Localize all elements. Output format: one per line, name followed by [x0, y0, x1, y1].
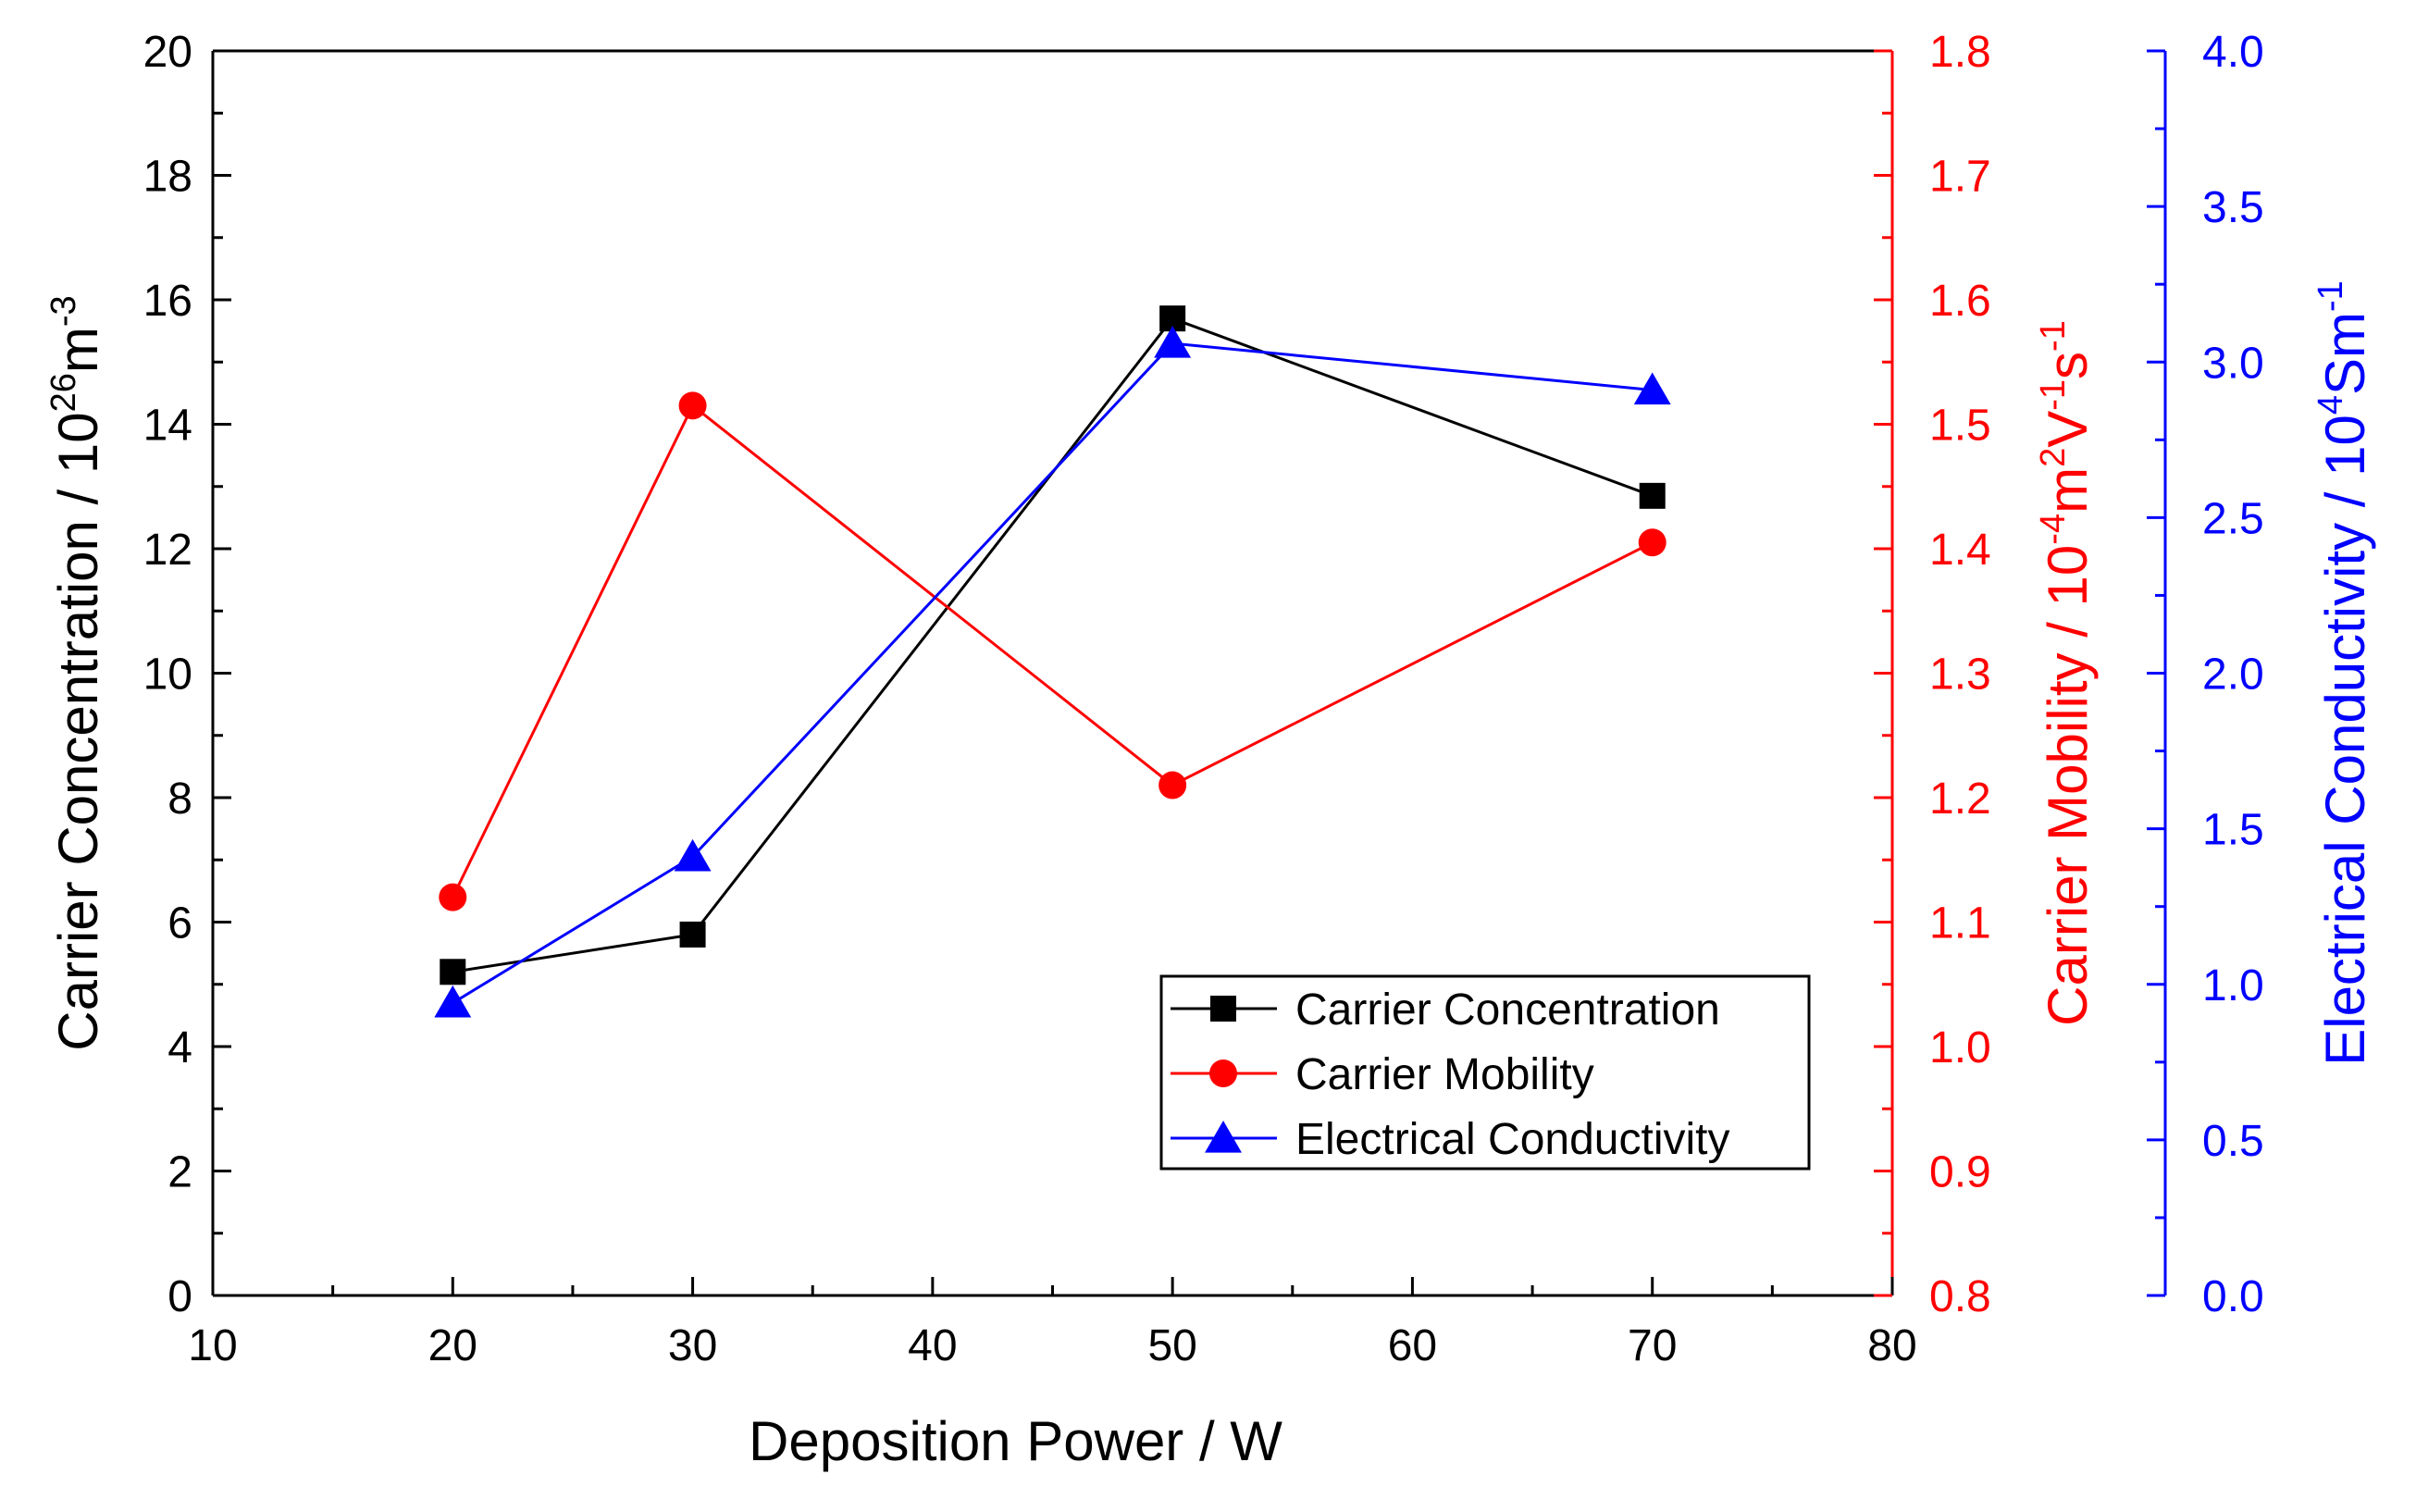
electrical-conductivity-point [674, 838, 712, 872]
y_right1-axis-title-part: -4 [2034, 514, 2073, 545]
y_right2-tick-label: 3.0 [2202, 339, 2264, 388]
y_left-tick-label: 14 [143, 402, 192, 451]
y_right2-tick-label: 0.5 [2202, 1117, 2264, 1166]
y_left-tick-label: 4 [167, 1023, 192, 1072]
legend-marker-carrier-mobility [1209, 1060, 1237, 1087]
electrical-conductivity-point [434, 985, 472, 1018]
y_left-axis-title-part: Carrier Concentration / 10 [47, 412, 109, 1050]
y_left-axis-title-part: 26 [44, 373, 83, 412]
plot-area: 10 20 30 40 50 60 70 80 Deposition Power / W 0 2 4 6… [44, 28, 2376, 1472]
y_right2-tick-label: 1.5 [2202, 806, 2264, 855]
x-tick-label: 50 [1147, 1321, 1196, 1370]
y_left-tick-label: 18 [143, 153, 192, 202]
y_right1-tick-label: 1.2 [1929, 775, 1991, 824]
y_right1-tick-label: 0.8 [1929, 1272, 1991, 1321]
y_right2-tick-label: 4.0 [2202, 28, 2264, 77]
y_right1-tick-label: 1.5 [1929, 402, 1991, 451]
carrier-mobility-point [678, 391, 707, 420]
x-tick-label: 10 [188, 1321, 237, 1370]
y_left-tick-label: 12 [143, 526, 192, 575]
y_left-tick-label: 0 [167, 1272, 192, 1321]
y_left-tick-label: 16 [143, 277, 192, 326]
y_left-tick-label: 20 [143, 28, 192, 77]
y_right1-axis-title: Carrier Mobility / 10-4m2V-1s-1 [2034, 320, 2099, 1026]
carrier-mobility-line [451, 403, 1654, 899]
legend-label-carrier-concentration: Carrier Concentration [1295, 985, 1720, 1035]
y_right2-tick-label: 1.0 [2202, 961, 2264, 1010]
carrier-concentration-line [452, 316, 1654, 973]
y_right1-axis-title-part: m [2037, 467, 2099, 514]
carrier-mobility-point [1158, 771, 1187, 799]
y_right1-tick-label: 0.9 [1929, 1148, 1991, 1197]
y_right1-tick-label: 1.3 [1929, 651, 1991, 700]
x-axis-title: Deposition Power / W [749, 1410, 1282, 1472]
y_right2-axis-title-part: Sm [2314, 312, 2376, 395]
y_right1-axis-title-part: s [2037, 352, 2099, 379]
x-tick-label: 80 [1867, 1321, 1916, 1370]
y_right1-axis-title-part: 2 [2034, 448, 2073, 467]
y_right2-tick-label: 2.0 [2202, 651, 2264, 700]
y_right2-tick-label: 2.5 [2202, 494, 2264, 543]
x-tick-label: 60 [1388, 1321, 1437, 1370]
y_left-tick-label: 8 [167, 775, 192, 824]
y_right2-axis-title-part: 4 [2311, 395, 2350, 415]
y_left-tick-label: 2 [167, 1148, 192, 1197]
y_left-axis-title: Carrier Concentration / 1026m-3 [44, 295, 109, 1050]
y_right1-tick-label: 1.1 [1929, 899, 1991, 948]
x-tick-label: 70 [1628, 1321, 1677, 1370]
x-tick-label: 20 [428, 1321, 477, 1370]
y_left-axis-title-part: m [47, 327, 109, 373]
carrier-concentration-point [679, 921, 706, 948]
y_right2-axis-title-part: -1 [2311, 280, 2350, 312]
y_right1-tick-label: 1.7 [1929, 153, 1991, 202]
y_right1-tick-label: 1.8 [1929, 28, 1991, 77]
y_right2-axis-title: Electrical Conductivity / 104Sm-1 [2311, 280, 2376, 1066]
carrier-mobility-point [439, 883, 467, 911]
y_right1-axis-title-part: Carrier Mobility / 10 [2037, 545, 2099, 1026]
y_right1-tick-label: 1.0 [1929, 1023, 1991, 1072]
y_left-axis-title-part: -3 [44, 295, 83, 327]
carrier-concentration-point [1639, 482, 1666, 509]
electrical-conductivity-line [452, 341, 1653, 1005]
y_right2-tick-label: 0.0 [2202, 1272, 2264, 1321]
y_right2-tick-label: 3.5 [2202, 183, 2264, 232]
electrical-conductivity-point [1633, 372, 1671, 405]
y_right1-axis-title-part: V [2037, 411, 2099, 448]
y_left-tick-label: 10 [143, 651, 192, 700]
carrier-concentration-point [440, 959, 466, 985]
legend-label-carrier-mobility: Carrier Mobility [1295, 1050, 1594, 1099]
y_right2-axis-title-part: Electrical Conductivity / 10 [2314, 415, 2376, 1066]
x-tick-label: 30 [668, 1321, 717, 1370]
electrical-conductivity-point [1154, 326, 1192, 358]
x-tick-label: 40 [908, 1321, 957, 1370]
legend-marker-electrical-conductivity [1205, 1121, 1242, 1153]
y_left-tick-label: 6 [167, 899, 192, 948]
y_right1-tick-label: 1.6 [1929, 277, 1991, 326]
legend-marker-carrier-concentration [1210, 996, 1236, 1022]
y_right1-axis-title-part: -1 [2034, 320, 2073, 352]
carrier-mobility-point [1638, 528, 1666, 557]
legend-label-electrical-conductivity: Electrical Conductivity [1295, 1115, 1730, 1164]
y_right1-axis-title-part: -1 [2034, 379, 2073, 411]
y_right1-tick-label: 1.4 [1929, 526, 1991, 575]
